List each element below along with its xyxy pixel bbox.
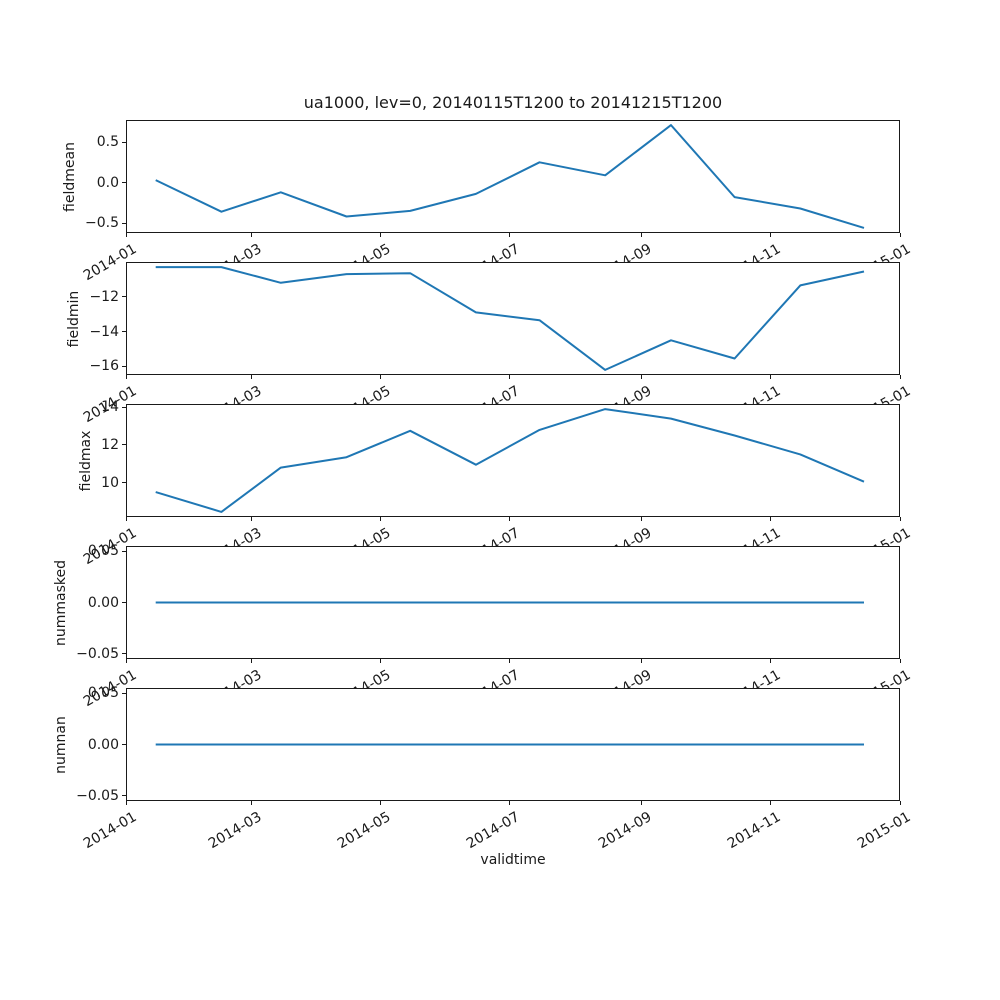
x-tick [379,801,381,805]
x-tick [770,801,772,805]
x-tick [640,659,642,663]
x-tick [770,233,772,237]
y-tick [122,692,126,694]
plot-area [126,404,900,517]
x-tick-label: 2014-01 [80,809,139,853]
y-tick [122,182,126,184]
line-series-nummasked [155,601,864,604]
y-tick [122,795,126,797]
x-tick [250,659,252,663]
x-tick [509,801,511,805]
x-tick [509,233,511,237]
x-tick [250,801,252,805]
y-tick-label: 0.05 [87,685,119,702]
y-tick-label: 12 [101,436,119,453]
x-tick [250,233,252,237]
series-polyline [155,266,865,371]
x-tick [899,375,901,379]
x-tick-label: 2014-11 [724,809,784,853]
y-tick-label: 0.0 [96,174,119,191]
x-tick [125,517,127,521]
x-tick [899,517,901,521]
x-tick [640,233,642,237]
x-tick [509,517,511,521]
x-axis-label: validtime [480,852,546,868]
x-tick [640,375,642,379]
chart-title: ua1000, lev=0, 20140115T1200 to 20141215… [303,93,723,112]
y-tick-label: 0.00 [87,594,119,611]
y-tick-label: 10 [101,474,119,491]
series-polyline [155,124,865,229]
x-tick [899,233,901,237]
x-tick [379,233,381,237]
y-tick [122,550,126,552]
y-tick [122,444,126,446]
x-tick [509,375,511,379]
line-series-fieldmin [155,266,865,371]
x-tick [379,517,381,521]
y-tick [122,406,126,408]
y-tick [122,744,126,745]
y-tick [122,331,126,333]
x-tick [379,659,381,663]
x-tick [125,659,127,663]
y-axis-label-fieldmax: fieldmax [78,430,94,491]
x-tick [899,659,901,663]
y-axis-label-numnan: numnan [53,715,69,774]
x-tick-label: 2014-05 [334,809,394,853]
y-tick [122,653,126,655]
y-tick-label: 0.00 [87,736,119,753]
x-tick [770,375,772,379]
x-tick [125,375,127,379]
y-tick-label: −0.5 [85,215,119,231]
x-tick [640,801,642,805]
x-tick-label: 2015-01 [854,809,913,853]
x-tick [899,801,901,805]
y-tick [122,365,126,367]
series-polyline [155,408,865,513]
y-tick [122,141,126,143]
y-tick [122,222,126,224]
x-tick [770,659,772,663]
x-tick [640,517,642,521]
y-tick-label: −12 [89,288,119,305]
line-series-fieldmean [155,124,865,229]
y-tick [122,602,126,603]
y-tick-label: −0.05 [76,645,119,662]
line-series-fieldmax [155,408,865,513]
y-tick-label: 0.05 [87,543,119,560]
line-series-numnan [155,743,864,746]
y-tick [122,296,126,298]
y-tick-label: −14 [89,323,119,340]
x-tick [125,233,127,237]
x-tick [125,801,127,805]
x-tick [770,517,772,521]
y-tick [122,482,126,484]
y-tick-label: 0.5 [96,134,119,151]
x-tick [379,375,381,379]
x-tick-label: 2014-03 [205,809,265,853]
x-tick-label: 2014-09 [595,809,655,853]
x-tick [250,375,252,379]
y-tick-label: −0.05 [76,787,119,804]
y-tick-label: 14 [101,399,119,416]
y-tick-label: −16 [89,358,119,375]
x-tick [509,659,511,663]
x-tick [250,517,252,521]
x-tick-label: 2014-07 [464,809,523,853]
